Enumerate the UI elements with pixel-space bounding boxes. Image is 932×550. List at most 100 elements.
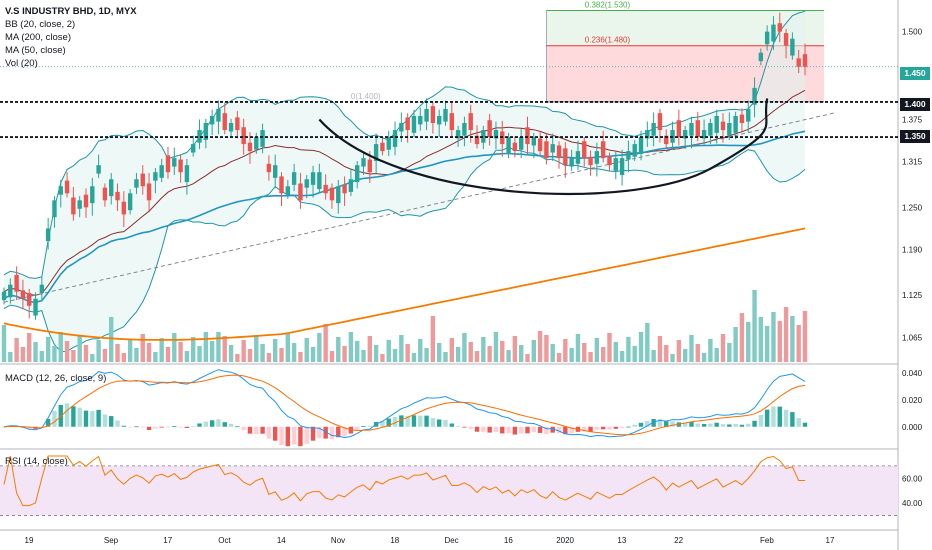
candle-body xyxy=(348,179,354,192)
grid-lines xyxy=(0,0,899,550)
volume-bar xyxy=(109,317,114,362)
volume-bar xyxy=(304,338,309,362)
macd-histogram-bar xyxy=(682,422,688,427)
volume-bar xyxy=(714,348,719,362)
price-tick-label: 1.065 xyxy=(902,333,923,342)
macd-tick-label: 0.000 xyxy=(902,423,923,432)
candle-body xyxy=(481,130,486,143)
candle-body xyxy=(790,38,795,56)
candle-body xyxy=(506,137,511,154)
volume-bar xyxy=(260,344,265,362)
volume-bar xyxy=(266,353,272,362)
candle-body xyxy=(512,142,518,152)
volume-bar xyxy=(191,337,196,362)
candle-body xyxy=(285,186,291,195)
candle-body xyxy=(430,106,436,124)
volume-bar xyxy=(550,344,555,362)
volume-bar xyxy=(279,348,284,362)
moving-averages xyxy=(3,130,806,341)
candle-body xyxy=(45,228,51,242)
time-tick-label: 2020 xyxy=(556,536,574,545)
candle-body xyxy=(329,187,335,201)
macd-histogram-bar xyxy=(720,424,726,427)
candle-body xyxy=(323,184,328,194)
legend-bb: BB (20, close, 2) xyxy=(5,19,76,30)
volume-bar xyxy=(664,345,669,362)
macd-histogram-bar xyxy=(235,426,240,428)
volume-bar xyxy=(708,339,713,362)
volume-bar xyxy=(531,340,536,362)
candle-body xyxy=(64,180,70,194)
candle-body xyxy=(764,31,770,45)
candle-body xyxy=(380,142,385,152)
candle-body xyxy=(537,138,543,152)
volume-bar xyxy=(197,346,202,362)
candle-body xyxy=(664,135,669,145)
candle-body xyxy=(796,58,801,67)
volume-bar xyxy=(102,349,108,362)
macd-histogram-bar xyxy=(455,426,461,427)
macd-histogram-bar xyxy=(790,412,795,427)
macd-histogram-bar xyxy=(752,420,757,427)
macd-histogram-bar xyxy=(102,414,108,427)
volume-bar xyxy=(525,354,530,362)
volume-bar xyxy=(487,346,492,362)
price-tick-label: 1.125 xyxy=(902,291,923,300)
volume-bar xyxy=(790,316,795,362)
fibonacci-zone: 0.382(1.530) 0.236(1.480) 0(1.400) xyxy=(351,1,824,103)
candle-body xyxy=(134,179,139,188)
volume-bar xyxy=(310,347,316,362)
volume-bar xyxy=(619,351,625,362)
candle-body xyxy=(115,191,120,201)
macd-histogram-bar xyxy=(783,409,789,427)
volume-bar xyxy=(544,335,549,362)
candle-body xyxy=(304,179,309,188)
candle-body xyxy=(178,159,183,173)
candle-body xyxy=(159,165,164,178)
bb-fill xyxy=(4,11,805,352)
macd-histogram-bar xyxy=(626,426,631,428)
volume-bar xyxy=(481,337,486,362)
candle-body xyxy=(701,130,707,139)
candle-body xyxy=(71,197,76,215)
volume-bar xyxy=(569,348,574,362)
candle-body xyxy=(418,115,423,125)
macd-histogram-bar xyxy=(594,426,600,430)
fib-label-236: 0.236(1.480) xyxy=(585,36,631,45)
volume-bar xyxy=(411,353,417,362)
volume-bar xyxy=(657,336,663,362)
macd-histogram-bar xyxy=(329,426,335,440)
volume-bar xyxy=(418,339,423,362)
macd-histogram-bar xyxy=(96,409,101,427)
macd-histogram-bar xyxy=(796,418,801,427)
macd-histogram-bar xyxy=(714,422,719,427)
candle-body xyxy=(33,298,38,316)
candle-body xyxy=(714,115,719,133)
ma50-line xyxy=(3,130,806,304)
bb-lower xyxy=(3,146,806,353)
candle-body xyxy=(336,186,341,204)
macd-histogram-bar xyxy=(582,426,587,432)
macd-histogram-bar xyxy=(588,426,593,432)
rsi-legend: RSI (14, close) xyxy=(5,455,68,468)
current-price-label: 1.450 xyxy=(900,67,930,80)
axes: 1.5001.4401.3751.3151.2501.1901.1251.065… xyxy=(25,28,923,545)
rsi-band-fill xyxy=(0,465,898,516)
candle-body xyxy=(638,137,644,154)
candle-body xyxy=(254,137,259,150)
macd-histogram-bar xyxy=(701,423,707,427)
candle-body xyxy=(27,293,32,306)
candle-body xyxy=(777,23,782,32)
macd-histogram-bar xyxy=(52,410,57,427)
time-tick-label: 13 xyxy=(617,536,626,545)
price-tick-label: 1.375 xyxy=(902,115,923,124)
volume-bar xyxy=(115,344,120,362)
volume-bar xyxy=(405,344,410,362)
volume-bar xyxy=(380,354,385,362)
candle-body xyxy=(140,173,145,187)
volume-bar xyxy=(367,336,373,362)
macd-histogram-bar xyxy=(550,426,555,433)
time-tick-label: 16 xyxy=(504,536,513,545)
macd-histogram-bar xyxy=(191,425,196,427)
